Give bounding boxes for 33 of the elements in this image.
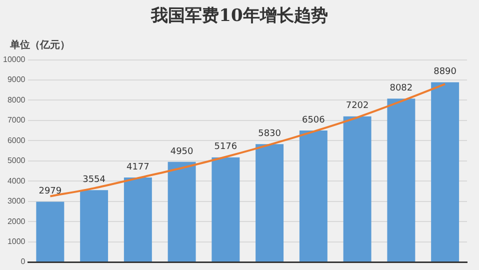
bar [36, 202, 64, 262]
data-label: 8082 [390, 83, 413, 94]
bar [431, 82, 460, 262]
y-tick-label: 6000 [7, 136, 26, 145]
y-axis-title: 单位（亿元） [10, 38, 70, 52]
y-tick-label: 5000 [7, 156, 26, 166]
data-label: 5176 [214, 142, 238, 152]
y-tick-label: 10000 [2, 55, 26, 64]
y-tick-label: 4000 [7, 176, 26, 186]
chart-title: 我国军费10年增长趋势 [150, 5, 329, 27]
y-tick-label: 8000 [7, 95, 26, 104]
data-label: 4950 [170, 146, 194, 157]
y-tick-label: 2000 [7, 216, 26, 226]
data-label: 7202 [346, 101, 369, 112]
y-tick-label: 3000 [7, 196, 26, 206]
data-label: 8890 [434, 67, 457, 78]
bar [80, 190, 108, 262]
bar [212, 157, 240, 262]
data-label: 2979 [38, 186, 62, 197]
y-tick-label: 0 [20, 257, 26, 266]
y-tick-label: 9000 [7, 75, 26, 84]
data-label: 4177 [126, 162, 150, 172]
data-label: 5830 [258, 128, 282, 139]
bar [168, 162, 196, 262]
y-tick-label: 7000 [7, 116, 26, 125]
data-label: 3554 [82, 174, 106, 185]
bar [387, 98, 416, 262]
bar [299, 130, 328, 262]
bar [343, 116, 372, 262]
bar [124, 178, 152, 262]
bar [256, 144, 284, 262]
y-tick-label: 1000 [7, 236, 26, 246]
data-label: 6506 [302, 115, 326, 126]
